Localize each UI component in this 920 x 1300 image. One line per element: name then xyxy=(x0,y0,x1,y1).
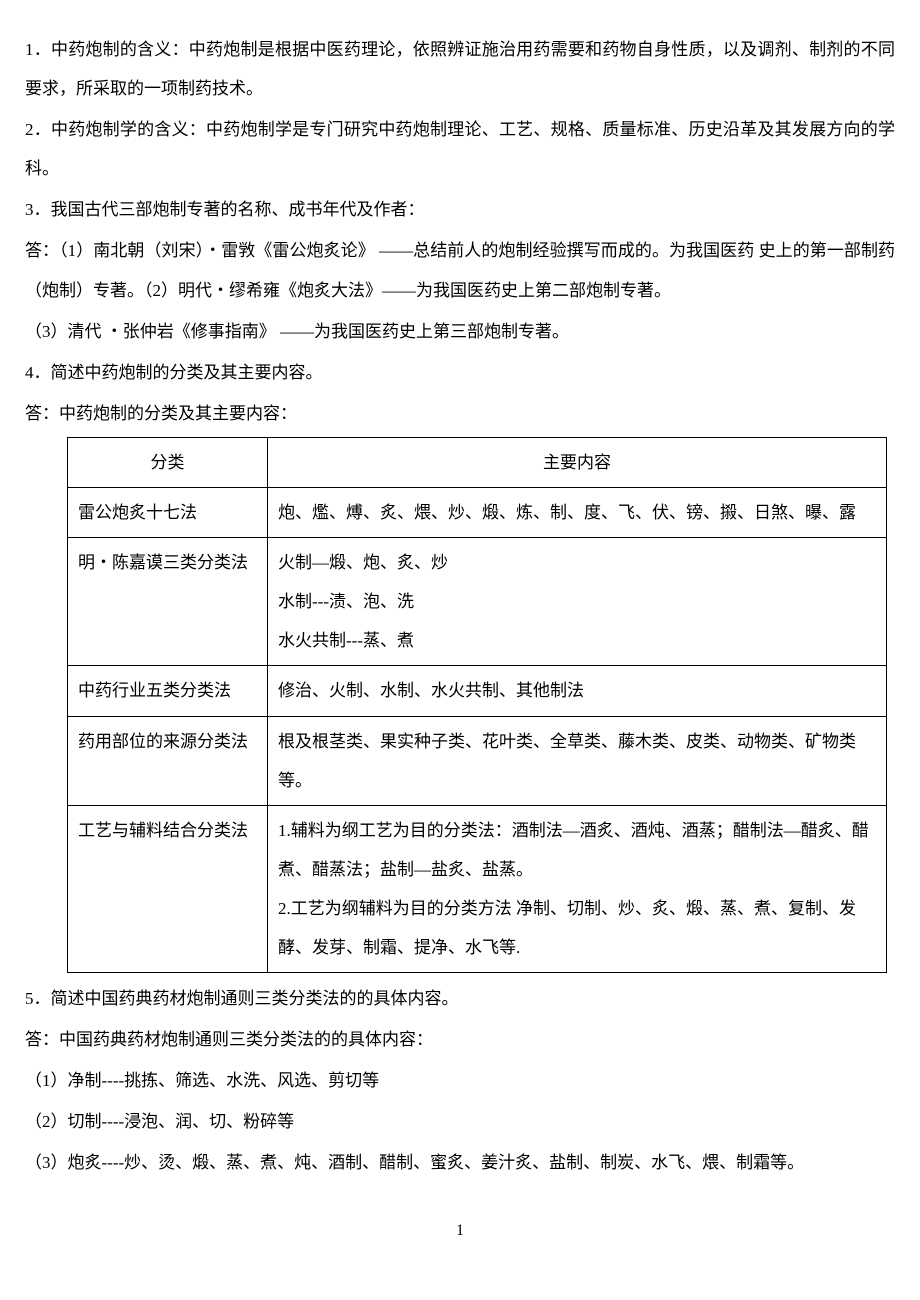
cell-col1: 中药行业五类分类法 xyxy=(68,666,268,716)
paragraph-q1: 1．中药炮制的含义：中药炮制是根据中医药理论，依照辨证施治用药需要和药物自身性质… xyxy=(25,30,895,108)
header-col1: 分类 xyxy=(68,437,268,487)
cell-line: 水火共制---蒸、煮 xyxy=(278,621,876,660)
cell-line: 水制---渍、泡、洗 xyxy=(278,582,876,621)
table-row: 工艺与辅料结合分类法 1.辅料为纲工艺为目的分类法：酒制法—酒炙、酒炖、酒蒸；醋… xyxy=(68,805,887,972)
cell-col2: 修治、火制、水制、水火共制、其他制法 xyxy=(268,666,887,716)
classification-table: 分类 主要内容 雷公炮炙十七法 炮、爁、煿、炙、煨、炒、煅、炼、制、度、飞、伏、… xyxy=(67,437,887,973)
paragraph-a5-2: （2）切制----浸泡、润、切、粉碎等 xyxy=(25,1102,895,1141)
paragraph-a4: 答：中药炮制的分类及其主要内容： xyxy=(25,394,895,433)
page-number: 1 xyxy=(25,1213,895,1250)
paragraph-a5: 答：中国药典药材炮制通则三类分类法的的具体内容： xyxy=(25,1020,895,1059)
paragraph-q5: 5．简述中国药典药材炮制通则三类分类法的的具体内容。 xyxy=(25,979,895,1018)
paragraph-a3-2: （3）清代 ・张仲岩《修事指南》 ——为我国医药史上第三部炮制专著。 xyxy=(25,312,895,351)
cell-col2: 火制—煅、炮、炙、炒 水制---渍、泡、洗 水火共制---蒸、煮 xyxy=(268,538,887,666)
cell-col2: 1.辅料为纲工艺为目的分类法：酒制法—酒炙、酒炖、酒蒸；醋制法—醋炙、醋煮、醋蒸… xyxy=(268,805,887,972)
table-row: 雷公炮炙十七法 炮、爁、煿、炙、煨、炒、煅、炼、制、度、飞、伏、镑、摋、日煞、曝… xyxy=(68,488,887,538)
cell-col2: 根及根茎类、果实种子类、花叶类、全草类、藤木类、皮类、动物类、矿物类等。 xyxy=(268,716,887,805)
table-row: 药用部位的来源分类法 根及根茎类、果实种子类、花叶类、全草类、藤木类、皮类、动物… xyxy=(68,716,887,805)
table-row: 中药行业五类分类法 修治、火制、水制、水火共制、其他制法 xyxy=(68,666,887,716)
cell-col1: 药用部位的来源分类法 xyxy=(68,716,268,805)
cell-col1: 明・陈嘉谟三类分类法 xyxy=(68,538,268,666)
cell-line: 火制—煅、炮、炙、炒 xyxy=(278,543,876,582)
paragraph-q2: 2．中药炮制学的含义：中药炮制学是专门研究中药炮制理论、工艺、规格、质量标准、历… xyxy=(25,110,895,188)
paragraph-a5-3: （3）炮炙----炒、烫、煅、蒸、煮、炖、酒制、醋制、蜜炙、姜汁炙、盐制、制炭、… xyxy=(25,1143,895,1182)
paragraph-q3: 3．我国古代三部炮制专著的名称、成书年代及作者： xyxy=(25,190,895,229)
table-row: 明・陈嘉谟三类分类法 火制—煅、炮、炙、炒 水制---渍、泡、洗 水火共制---… xyxy=(68,538,887,666)
cell-line: 1.辅料为纲工艺为目的分类法：酒制法—酒炙、酒炖、酒蒸；醋制法—醋炙、醋煮、醋蒸… xyxy=(278,811,876,889)
table-header-row: 分类 主要内容 xyxy=(68,437,887,487)
paragraph-a5-1: （1）净制----挑拣、筛选、水洗、风选、剪切等 xyxy=(25,1061,895,1100)
cell-col2: 炮、爁、煿、炙、煨、炒、煅、炼、制、度、飞、伏、镑、摋、日煞、曝、露 xyxy=(268,488,887,538)
cell-col1: 工艺与辅料结合分类法 xyxy=(68,805,268,972)
header-col2: 主要内容 xyxy=(268,437,887,487)
cell-line: 2.工艺为纲辅料为目的分类方法 净制、切制、炒、炙、煅、蒸、煮、复制、发酵、发芽… xyxy=(278,889,876,967)
cell-col1: 雷公炮炙十七法 xyxy=(68,488,268,538)
paragraph-a3-1: 答：（1）南北朝（刘宋）・雷敩《雷公炮炙论》 ——总结前人的炮制经验撰写而成的。… xyxy=(25,231,895,309)
paragraph-q4: 4．简述中药炮制的分类及其主要内容。 xyxy=(25,353,895,392)
